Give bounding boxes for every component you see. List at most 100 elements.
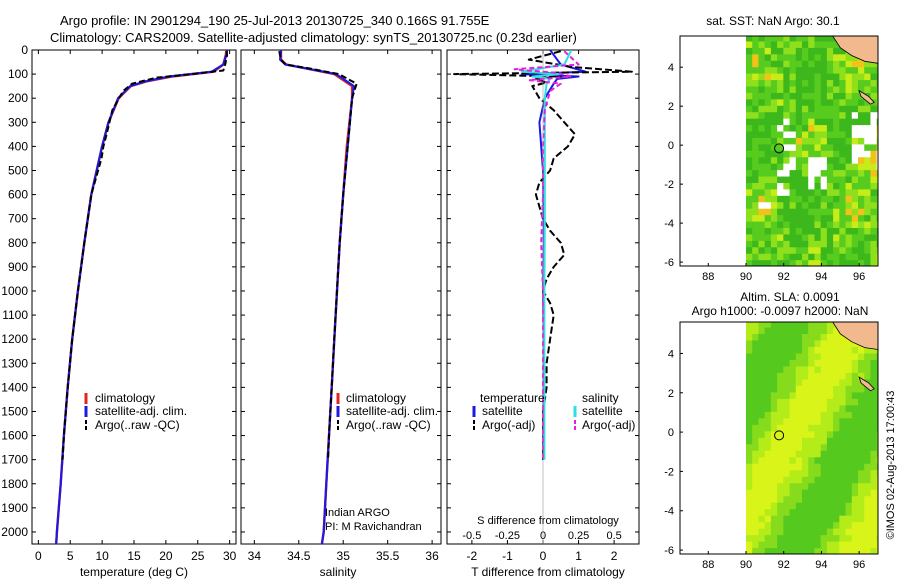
map-cell [839, 47, 847, 55]
map-cell [789, 339, 797, 347]
map-cell [870, 150, 878, 158]
map-cell [758, 534, 766, 542]
map-cell [826, 515, 834, 523]
map-cell [820, 124, 828, 132]
map-cell [851, 188, 859, 196]
map-y-tick-label: -2 [664, 179, 674, 191]
s-diff-tick-label: 0.25 [568, 530, 589, 542]
map-cell [833, 208, 840, 216]
map-cell [795, 391, 803, 399]
map-cell [789, 227, 797, 235]
map-cell [758, 169, 766, 177]
map-cell [764, 156, 772, 164]
map-cell [833, 169, 840, 177]
temperature-panel: 0 5 10 15 20 25 30 010020030040050060070080090… [1, 43, 236, 579]
map-cell [752, 521, 760, 529]
map-cell [770, 372, 778, 380]
map-cell [820, 240, 828, 248]
map-cell [814, 227, 822, 235]
map-cell [864, 352, 872, 360]
map-cell [876, 163, 878, 171]
map-cell [814, 482, 822, 490]
map-cell [802, 411, 809, 419]
map-cell [783, 130, 791, 138]
map-cell [839, 130, 847, 138]
map-cell [870, 246, 878, 254]
map-cell [764, 378, 772, 386]
map-cell [758, 60, 766, 68]
map-cell [851, 528, 859, 536]
map-cell [746, 92, 753, 100]
map-cell [795, 105, 803, 113]
map-cell [789, 322, 797, 328]
map-cell [826, 365, 834, 373]
map-cell [777, 253, 784, 261]
map-cell [820, 430, 828, 438]
map-cell [746, 220, 753, 228]
map-cell [808, 233, 816, 241]
map-cell [783, 521, 791, 529]
map-cell [746, 227, 753, 235]
map-cell [789, 163, 797, 171]
map-cell [826, 391, 834, 399]
map-cell [826, 508, 834, 516]
map-cell [758, 437, 766, 445]
map-cell [789, 240, 797, 248]
map-cell [770, 495, 778, 503]
map-cell [764, 482, 772, 490]
map-cell [746, 521, 753, 529]
map-cell [820, 495, 828, 503]
sla-map-title: Altim. SLA: 0.0091 [740, 290, 840, 304]
map-cell [826, 60, 834, 68]
map-cell [870, 476, 878, 484]
map-cell [789, 214, 797, 222]
map-cell [770, 463, 778, 471]
map-cell [814, 365, 822, 373]
map-cell [770, 208, 778, 216]
map-cell [845, 85, 853, 93]
map-cell [789, 143, 797, 151]
map-cell [783, 220, 791, 228]
map-cell [864, 547, 872, 554]
map-x-tick-label: 88 [702, 271, 714, 283]
map-cell [833, 359, 840, 367]
map-cell [746, 322, 753, 328]
map-cell [826, 214, 834, 222]
map-cell [752, 188, 760, 196]
map-cell [789, 98, 797, 106]
map-cell [858, 137, 865, 145]
map-cell [808, 333, 816, 341]
map-cell [789, 411, 797, 419]
map-cell [783, 60, 791, 68]
map-cell [795, 528, 803, 536]
map-cell [839, 214, 847, 222]
map-cell [795, 541, 803, 549]
map-cell [820, 456, 828, 464]
map-cell [870, 169, 878, 177]
map-cell [795, 515, 803, 523]
map-cell [858, 240, 865, 248]
map-cell [777, 163, 784, 171]
map-cell [758, 259, 766, 266]
map-cell [851, 130, 859, 138]
map-cell [814, 169, 822, 177]
s-diff-tick-label: 0 [540, 530, 546, 542]
map-cell [777, 246, 784, 254]
map-cell [858, 220, 865, 228]
map-cell [814, 333, 822, 341]
map-cell [758, 469, 766, 477]
map-cell [870, 214, 878, 222]
map-cell [851, 124, 859, 132]
map-cell [789, 521, 797, 529]
map-cell [876, 495, 878, 503]
map-cell [845, 463, 853, 471]
map-cell [802, 508, 809, 516]
map-cell [858, 163, 865, 171]
map-cell [820, 450, 828, 458]
map-cell [802, 73, 809, 81]
map-cell [777, 156, 784, 164]
map-cell [833, 365, 840, 373]
map-cell [858, 411, 865, 419]
map-cell [802, 430, 809, 438]
map-cell [845, 60, 853, 68]
